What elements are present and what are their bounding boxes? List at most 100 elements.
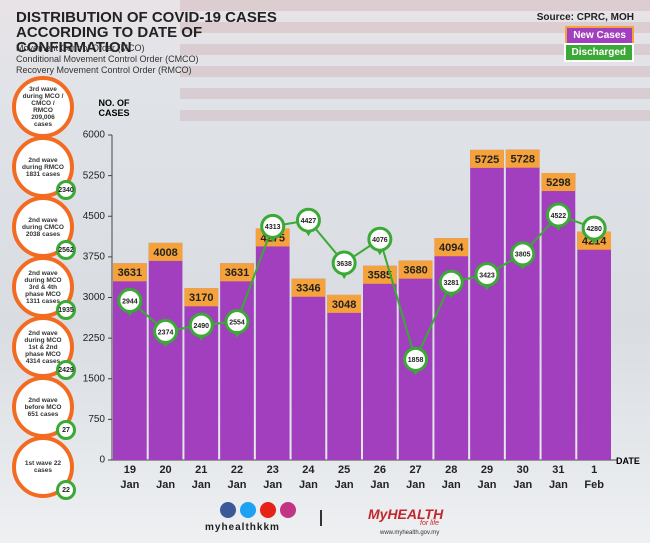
marker-label: 2944 — [122, 298, 138, 305]
x-tick-label: 29 Jan — [477, 464, 497, 491]
x-tick-label: 26 Jan — [370, 464, 390, 491]
marker — [117, 288, 143, 314]
bar — [220, 263, 254, 460]
bar-cap — [470, 149, 504, 168]
flag-stripe — [180, 0, 650, 11]
marker-label: 2554 — [229, 320, 245, 327]
y-tick-label: 2250 — [83, 333, 106, 344]
chart-title: DISTRIBUTION OF COVID-19 CASES ACCORDING… — [16, 9, 277, 56]
bar-value-label: 3170 — [189, 292, 213, 304]
flag-stripe — [180, 22, 650, 33]
social-handle: myhealthkkm — [205, 522, 280, 533]
marker — [224, 309, 250, 335]
flag-stripe — [180, 110, 650, 121]
y-tick-label: 6000 — [83, 130, 106, 141]
divider — [320, 510, 322, 526]
bar-value-label: 3048 — [332, 299, 356, 311]
bar — [148, 242, 183, 460]
x-tick-label: 31 Jan — [548, 464, 568, 491]
y-tick-label: 3000 — [83, 292, 106, 303]
marker — [188, 312, 214, 338]
marker-label: 2490 — [193, 323, 209, 330]
marker — [331, 250, 357, 276]
marker-label: 3805 — [515, 252, 531, 259]
bar-cap — [327, 294, 361, 313]
flag-stripe — [180, 66, 650, 77]
marker-label: 4280 — [586, 226, 602, 233]
discharged-badge: 27 — [56, 420, 76, 440]
marker-label: 4427 — [301, 218, 317, 225]
marker — [438, 269, 464, 295]
x-tick-label: 24 Jan — [298, 464, 318, 491]
bar-cap — [541, 173, 576, 192]
x-tick-label: 19 Jan — [120, 464, 140, 491]
subtitle: Conditional Movement Control Order (CMCO… — [16, 54, 199, 64]
bar-value-label: 5725 — [475, 154, 499, 166]
discharged-badge: 1935 — [56, 300, 76, 320]
url: www.myhealth.gov.my — [380, 530, 440, 536]
bar-cap — [148, 242, 183, 261]
marker — [403, 346, 429, 372]
marker — [367, 226, 393, 252]
source: Source: CPRC, MOH — [536, 12, 634, 23]
marker — [295, 207, 321, 233]
marker — [581, 215, 607, 241]
y-axis-label: NO. OF CASES — [98, 98, 130, 118]
discharged-badge: 22 — [56, 480, 76, 500]
subtitle: Recovery Movement Control Order (RMCO) — [16, 65, 192, 75]
y-tick-label: 0 — [99, 455, 105, 466]
x-tick-label: 27 Jan — [406, 464, 426, 491]
bar-value-label: 3631 — [118, 267, 142, 279]
y-tick-label: 5250 — [83, 170, 106, 181]
bar-value-label: 5728 — [510, 154, 534, 166]
bar-cap — [184, 288, 219, 307]
bar — [470, 149, 504, 461]
marker-label: 3281 — [443, 280, 459, 287]
x-tick-label: 25 Jan — [334, 464, 354, 491]
marker — [545, 202, 571, 228]
y-tick-label: 1500 — [83, 373, 106, 384]
discharged-badge: 2340 — [56, 180, 76, 200]
bar-value-label: 4094 — [439, 242, 464, 254]
x-tick-label: 28 Jan — [441, 464, 461, 491]
bar — [255, 228, 290, 460]
wave-circle: 2nd wave during MCO 3rd & 4th phase MCO … — [12, 256, 74, 318]
bar-value-label: 5298 — [546, 177, 570, 189]
marker-label: 1858 — [408, 357, 424, 364]
bar-value-label: 3631 — [225, 267, 249, 279]
bar-cap — [398, 260, 433, 279]
bar-value-label: 3680 — [403, 265, 427, 277]
bar-value-label: 4008 — [153, 247, 177, 259]
marker — [260, 213, 286, 239]
marker-label: 3423 — [479, 272, 495, 279]
flag-stripe — [180, 88, 650, 99]
marker-label: 4076 — [372, 237, 388, 244]
marker-label: 4522 — [551, 213, 567, 220]
x-tick-label: 1 Feb — [584, 464, 604, 491]
bar-cap — [434, 238, 469, 257]
y-tick-label: 4500 — [83, 211, 106, 222]
y-tick-label: 3750 — [83, 252, 106, 263]
marker-label: 4313 — [265, 224, 281, 231]
bar-cap — [505, 149, 540, 168]
marker-label: 2374 — [158, 329, 174, 336]
discharged-badge: 2429 — [56, 360, 76, 380]
bar-value-label: 3346 — [296, 283, 320, 295]
x-tick-label: 20 Jan — [156, 464, 176, 491]
discharged-badge: 2562 — [56, 240, 76, 260]
marker — [474, 262, 500, 288]
bar — [327, 294, 361, 460]
marker — [510, 241, 536, 267]
bar — [363, 265, 397, 460]
bar-cap — [113, 263, 147, 282]
brand: MyHEALTH — [368, 506, 444, 522]
marker — [153, 318, 179, 344]
legend-entry: Discharged — [563, 43, 634, 62]
bar — [505, 149, 540, 460]
tagline: for life — [420, 520, 440, 527]
flag-stripe — [180, 44, 650, 55]
wave-circle: 3rd wave during MCO / CMCO / RMCO 209,00… — [12, 76, 74, 138]
x-tick-label: 23 Jan — [263, 464, 283, 491]
